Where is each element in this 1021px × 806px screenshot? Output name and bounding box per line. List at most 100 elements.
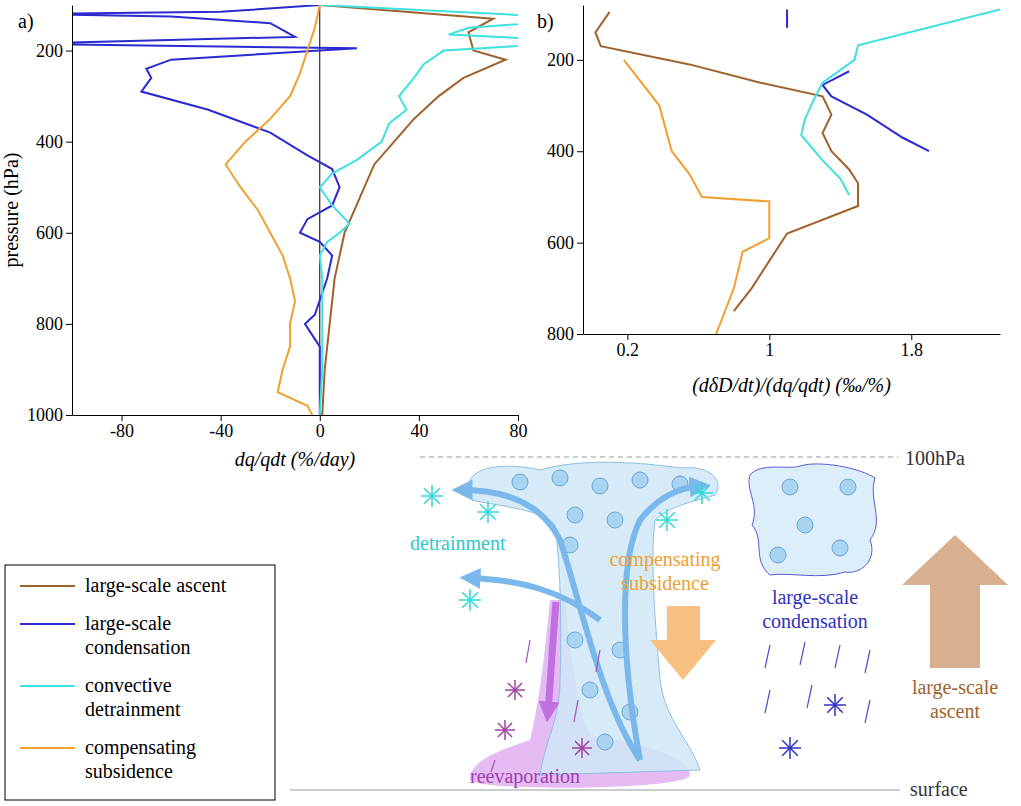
- schematic: 100hPa surface detrainment compensatingsubs…: [290, 447, 1008, 800]
- top-level-line: [420, 457, 898, 458]
- tick: 0: [316, 415, 325, 441]
- rain-streak: [865, 650, 870, 673]
- tick: 40: [410, 415, 428, 441]
- legend: large-scale ascentlarge-scalecondensatio…: [5, 565, 275, 800]
- tick-mark: [66, 415, 72, 416]
- convective-cloud: [470, 462, 718, 775]
- text-line: compensating: [85, 736, 196, 759]
- legend-frame: [5, 565, 275, 800]
- star: [572, 738, 592, 758]
- series-line: [226, 5, 320, 415]
- droplet: [592, 478, 608, 494]
- series-line: [595, 12, 858, 311]
- star-ray: [694, 485, 710, 501]
- text-line: detrainment: [85, 698, 181, 720]
- text-line: compensating: [609, 548, 720, 571]
- droplet: [582, 682, 598, 698]
- tick-mark: [66, 142, 72, 143]
- text-line: large-scale: [85, 612, 171, 635]
- rain-streak: [596, 650, 600, 672]
- star: [779, 737, 801, 759]
- tick: 400: [547, 141, 583, 161]
- star: [656, 509, 678, 531]
- figure: -80-40040802004006008001000a)dq/qdt (%/d…: [0, 0, 1021, 806]
- legend-label: compensatingsubsidence: [85, 736, 196, 782]
- star: [824, 694, 846, 716]
- star-ray: [424, 488, 440, 504]
- tick-label: 400: [36, 132, 63, 152]
- tick: 800: [547, 324, 583, 344]
- star: [505, 680, 525, 700]
- tick-label: 1000: [27, 405, 63, 425]
- tick-mark: [577, 243, 583, 244]
- star-ray: [782, 740, 798, 756]
- tick-label: -40: [209, 421, 233, 441]
- series-line: [787, 10, 929, 152]
- tick: -40: [209, 415, 233, 441]
- rain-streak: [800, 642, 805, 665]
- star-ray: [480, 504, 496, 520]
- legend-label: convectivedetrainment: [85, 674, 181, 720]
- text-line: subsidence: [621, 572, 709, 594]
- text-line: reevaporation: [470, 765, 580, 788]
- rain-streak: [574, 700, 578, 722]
- droplet: [567, 632, 583, 648]
- axis-line: [73, 415, 519, 416]
- surface-label: surface: [910, 778, 968, 800]
- tick-label: 1: [765, 340, 774, 360]
- plot-area: [72, 5, 518, 415]
- droplet: [567, 507, 583, 523]
- droplet: [832, 540, 848, 556]
- updraft-arrow: [470, 578, 600, 620]
- tick-label: 0.2: [617, 340, 640, 360]
- diagram-label: detrainment: [410, 532, 506, 554]
- tick-label: 0: [316, 421, 325, 441]
- star: [691, 482, 713, 504]
- rain-streak: [526, 640, 530, 663]
- rain-streak: [765, 645, 770, 668]
- star: [459, 589, 481, 611]
- star-ray: [575, 741, 589, 755]
- star-ray: [462, 592, 478, 608]
- star-ray: [827, 697, 843, 713]
- tick-label: 200: [36, 41, 63, 61]
- text-line: detrainment: [410, 532, 506, 554]
- tick-mark: [577, 60, 583, 61]
- tick-label: 800: [36, 314, 63, 334]
- tick: 80: [510, 415, 528, 441]
- axis-line: [584, 334, 1001, 335]
- tick-label: -80: [110, 421, 134, 441]
- tick-mark: [577, 334, 583, 335]
- legend-label: large-scale ascent: [85, 574, 227, 597]
- y-axis-title: pressure (hPa): [0, 153, 23, 268]
- x-axis-title: dq/qdt (%/day): [235, 448, 356, 471]
- y-axis: 200400600800: [547, 6, 584, 345]
- tick: 1.8: [901, 334, 924, 360]
- diagram-label: compensatingsubsidence: [609, 548, 720, 594]
- tick: -80: [110, 415, 134, 441]
- legend-swatch: [20, 685, 75, 687]
- top-level-label: 100hPa: [905, 447, 965, 469]
- star-ray: [498, 723, 512, 737]
- text-line: large-scale: [772, 586, 858, 609]
- tick-mark: [66, 51, 72, 52]
- panel-letter: a): [18, 10, 34, 33]
- droplet: [770, 547, 786, 563]
- tick-label: 1.8: [901, 340, 924, 360]
- x-axis-title: (dδD/dt)/(dq/qdt) (‰/%): [692, 374, 891, 397]
- tick-mark: [66, 233, 72, 234]
- star: [421, 485, 443, 507]
- updraft-arrow: [462, 490, 640, 760]
- star: [477, 501, 499, 523]
- droplet: [782, 479, 798, 495]
- panel: 0.211.8200400600800b)(dδD/dt)/(dq/qdt) (…: [537, 6, 1001, 398]
- legend-swatch: [20, 585, 75, 587]
- rain-streak: [807, 685, 812, 708]
- diagram-label: reevaporation: [470, 765, 580, 788]
- star-ray: [508, 683, 522, 697]
- droplet: [632, 472, 648, 488]
- tick: 1: [765, 334, 774, 360]
- axis-line: [583, 6, 584, 335]
- tick-label: 200: [547, 50, 574, 70]
- text-line: condensation: [762, 610, 868, 632]
